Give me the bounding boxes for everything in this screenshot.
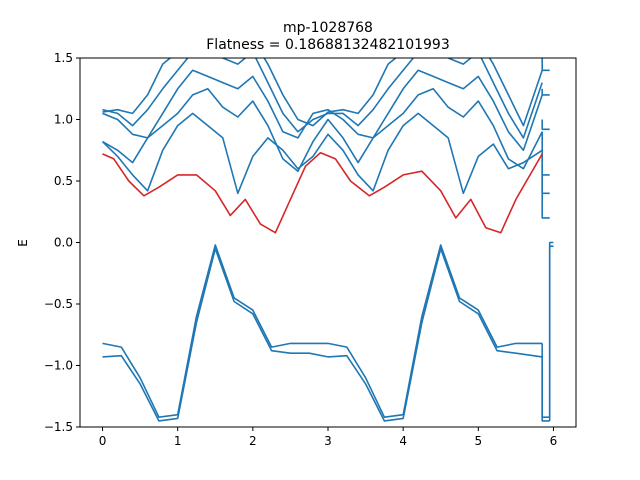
band-line-4 bbox=[102, 88, 543, 172]
band-tail-5 bbox=[541, 174, 550, 219]
y-tick-label: −1.5 bbox=[44, 420, 73, 434]
chart-title: mp-1028768 bbox=[283, 20, 373, 36]
band-line-5 bbox=[102, 69, 543, 152]
band-line-6 bbox=[102, 58, 543, 139]
y-tick-label: 0.0 bbox=[54, 236, 73, 250]
band-line-7 bbox=[102, 58, 543, 127]
axes: 0 1 2 3 4 5 6 −1.5 −1.0 −0.5 0.0 0.5 1.0 1.5 bbox=[44, 51, 577, 448]
y-axis-label: E bbox=[16, 239, 30, 247]
band-line-3 bbox=[101, 112, 543, 195]
y-tick-label: 1.5 bbox=[54, 51, 73, 65]
x-tick-label: 4 bbox=[399, 434, 407, 448]
x-tick-label: 3 bbox=[324, 434, 332, 448]
plot-lines bbox=[101, 58, 554, 422]
flat-band-line bbox=[102, 151, 543, 234]
band-tail-9 bbox=[541, 356, 550, 422]
y-tick-label: −0.5 bbox=[44, 297, 73, 311]
band-tail-1 bbox=[541, 88, 550, 96]
chart-subtitle: Flatness = 0.18688132482101993 bbox=[206, 37, 450, 53]
y-tick-label: 0.5 bbox=[54, 174, 73, 188]
band-tail-2 bbox=[541, 119, 550, 131]
x-tick-label: 6 bbox=[550, 434, 558, 448]
y-tick-label: 1.0 bbox=[54, 113, 73, 127]
band-line-1 bbox=[102, 247, 543, 422]
x-tick-label: 0 bbox=[99, 434, 107, 448]
band-tail-7 bbox=[548, 245, 554, 421]
x-tick-label: 2 bbox=[249, 434, 257, 448]
x-tick-label: 5 bbox=[474, 434, 482, 448]
band-line-0 bbox=[102, 244, 543, 418]
y-tick-label: −1.0 bbox=[44, 359, 73, 373]
x-tick-label: 1 bbox=[174, 434, 182, 448]
